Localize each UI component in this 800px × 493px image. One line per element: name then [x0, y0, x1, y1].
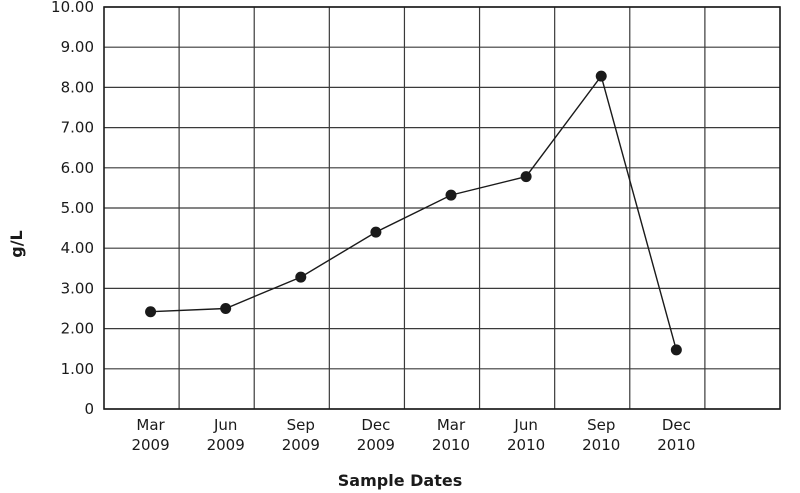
- y-tick-label: 3.00: [61, 279, 94, 297]
- series-line: [150, 74, 677, 351]
- x-tick-label: Jun 2009: [207, 416, 245, 454]
- data-point: [220, 303, 232, 314]
- x-axis-ticks: Mar 2009 Jun 2009 Sep 2009 Dec 2009 Mar 2010 Jun 20…: [131, 416, 695, 454]
- y-tick-label: 1.00: [61, 360, 94, 378]
- x-tick-label: Mar 2009: [131, 416, 169, 454]
- x-axis-title: Sample Dates: [338, 471, 462, 490]
- data-point: [295, 271, 307, 283]
- x-tick-label: Sep 2009: [282, 416, 320, 454]
- y-tick-label: 7.00: [61, 119, 94, 137]
- x-tick-label: Jun 2010: [507, 416, 545, 454]
- y-tick-label: 8.00: [61, 78, 94, 96]
- y-tick-label: 9.00: [61, 38, 94, 56]
- x-tick-label: Dec 2009: [357, 416, 395, 454]
- y-tick-label: 5.00: [61, 199, 94, 217]
- y-axis-ticks: 0 1.00 2.00 3.00 4.00 5.00 6.00 7.00 8.00 9.00 10.…: [51, 0, 94, 418]
- y-tick-label: 2.00: [61, 320, 94, 338]
- data-point: [520, 171, 532, 183]
- plot-frame: [103, 6, 781, 410]
- data-point: [145, 306, 157, 318]
- y-tick-label: 4.00: [61, 239, 94, 257]
- y-tick-label: 10.00: [51, 0, 94, 16]
- data-point: [445, 189, 457, 201]
- x-tick-label: Sep 2010: [582, 416, 620, 454]
- plot-border: [103, 6, 781, 410]
- data-point: [670, 344, 682, 356]
- y-tick-label: 6.00: [61, 159, 94, 177]
- data-point: [595, 70, 607, 82]
- series: [145, 70, 682, 356]
- x-tick-label: Mar 2010: [432, 416, 470, 454]
- y-axis-title: g/L: [7, 230, 26, 258]
- y-tick-label: 0: [84, 400, 94, 418]
- data-point: [370, 226, 382, 238]
- x-tick-label: Dec 2010: [657, 416, 695, 454]
